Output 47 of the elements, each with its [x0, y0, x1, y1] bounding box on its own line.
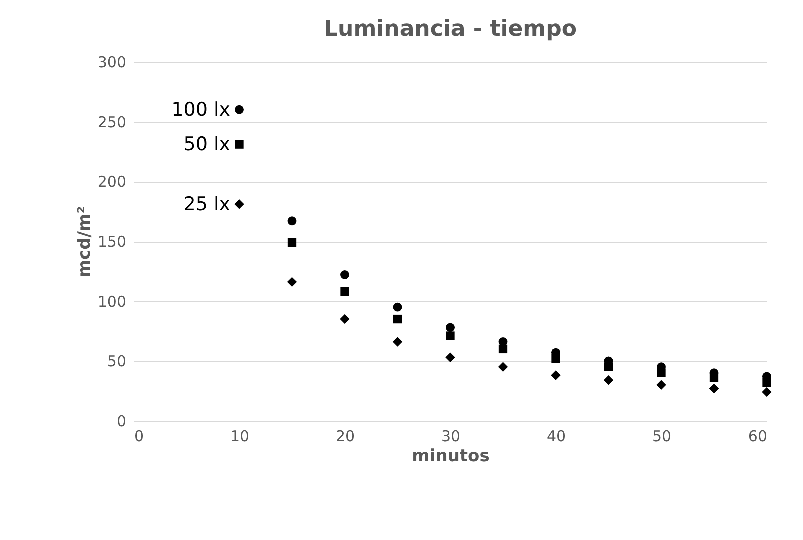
- chart-title: Luminancia - tiempo: [324, 17, 577, 42]
- series-label: 50 lx: [184, 134, 230, 156]
- x-tick-label: 10: [230, 428, 250, 446]
- point: [235, 105, 244, 114]
- point: [552, 354, 560, 364]
- point: [446, 352, 456, 362]
- point: [287, 277, 298, 288]
- x-tick-label: 50: [652, 428, 672, 446]
- point: [604, 375, 614, 386]
- point: [340, 270, 350, 280]
- point: [288, 216, 297, 226]
- point: [551, 370, 561, 380]
- point: [762, 378, 772, 388]
- point: [709, 384, 720, 394]
- point: [393, 314, 402, 324]
- x-tick-label: 30: [441, 428, 461, 446]
- point: [762, 387, 772, 398]
- point: [340, 314, 350, 324]
- x-tick-label: 40: [546, 428, 566, 446]
- point: [340, 287, 350, 296]
- y-axis-title: mcd/m²: [74, 206, 95, 278]
- x-tick-label: 20: [336, 428, 356, 446]
- x-axis-title: minutos: [412, 446, 490, 466]
- point: [498, 344, 508, 354]
- y-tick-label: 150: [98, 233, 126, 251]
- y-tick-label: 0: [116, 412, 126, 430]
- point: [392, 337, 403, 347]
- y-tick-label: 250: [98, 113, 126, 132]
- point: [657, 368, 666, 378]
- point: [288, 238, 297, 248]
- y-tick-label: 200: [98, 173, 126, 192]
- point: [498, 362, 508, 372]
- y-tick-label: 50: [107, 352, 126, 371]
- x-tick-label: 60: [748, 428, 768, 446]
- x-tick-label: 0: [134, 428, 144, 446]
- point: [604, 362, 614, 372]
- y-tick-label: 100: [98, 292, 126, 311]
- point: [710, 374, 719, 382]
- point: [234, 200, 244, 210]
- series-label: 100 lx: [172, 98, 230, 121]
- point: [235, 140, 244, 149]
- y-tick-label: 300: [98, 54, 126, 72]
- series-label: 25 lx: [184, 193, 230, 216]
- point: [393, 302, 402, 312]
- point: [446, 323, 455, 332]
- point: [656, 380, 666, 390]
- point: [446, 332, 455, 340]
